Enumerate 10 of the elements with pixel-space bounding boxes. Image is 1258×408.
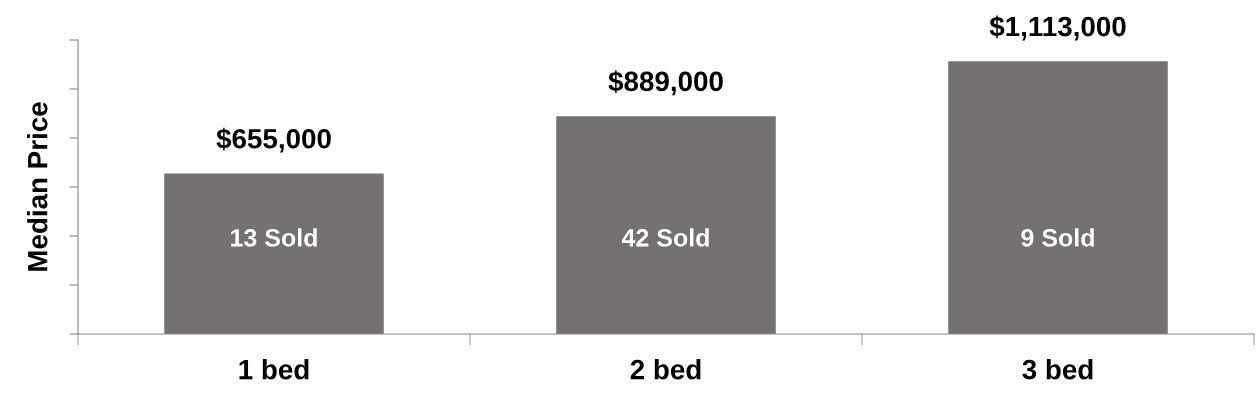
x-tick-label: 2 bed — [630, 359, 701, 380]
x-tick-label: 1 bed — [239, 359, 309, 380]
annotation: 42 Sold — [621, 228, 709, 247]
data-label: $1,113,000 — [989, 15, 1126, 41]
data-label: $655,000 — [216, 127, 331, 153]
x-tick-label: 3 bed — [1022, 359, 1093, 380]
data-label: $889,000 — [608, 70, 723, 96]
annotation: 9 Sold — [1021, 228, 1094, 247]
y-axis-title: Median Price — [27, 102, 48, 271]
annotation: 13 Sold — [231, 228, 317, 247]
